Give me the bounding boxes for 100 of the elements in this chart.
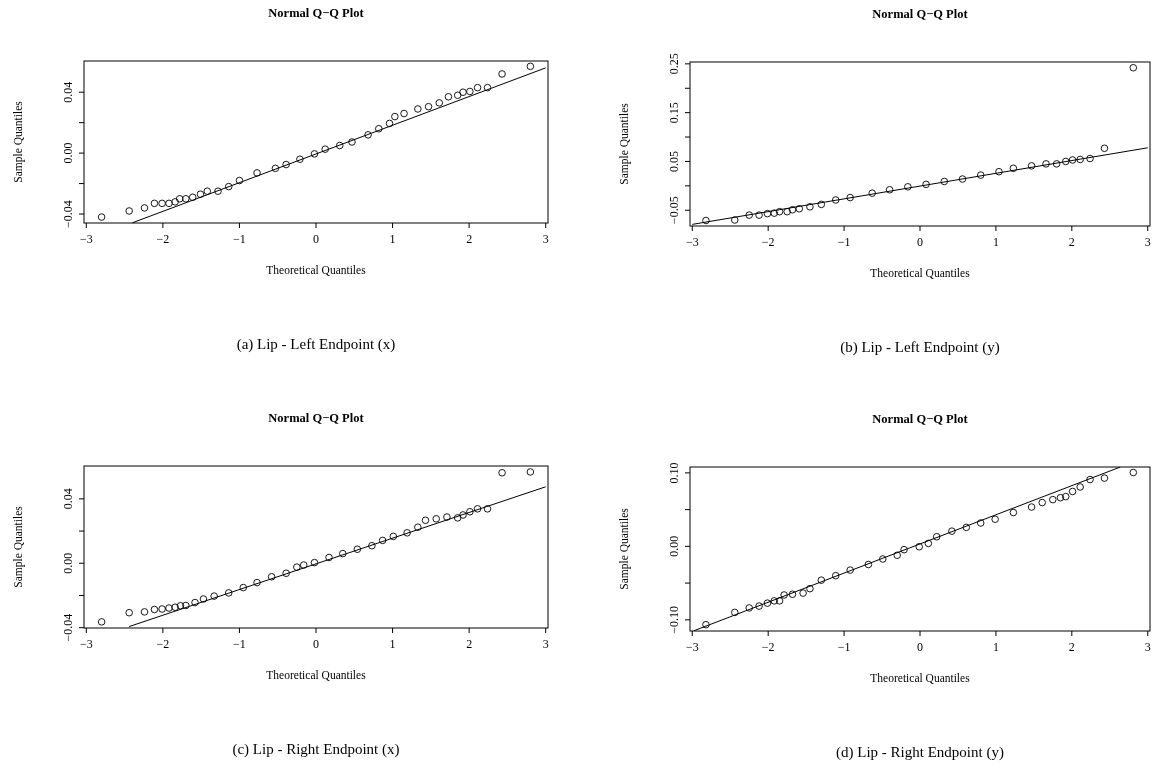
point [182,195,190,203]
point [745,604,753,612]
point [150,605,159,614]
point [271,164,280,173]
point [498,469,506,477]
point [962,523,971,532]
point [948,527,956,535]
x-tick-label: 3 [1144,235,1151,249]
x-tick-label: −1 [837,235,851,249]
point [235,176,244,185]
point [763,209,772,218]
point [831,196,840,204]
point [310,150,319,158]
x-tick-label: 1 [389,637,396,651]
point [731,216,739,224]
point [253,169,261,177]
text: (d) Lip - Right Endpoint (y) [836,744,1004,761]
point [868,189,876,197]
y-tick-label: −0.04 [61,613,75,642]
point [817,576,826,584]
point [731,608,739,617]
point [770,209,779,217]
text: (c) Lip - Right Endpoint (x) [232,741,400,758]
x-tick-label: 2 [1068,235,1075,249]
point [310,558,319,567]
point [745,211,753,219]
point [526,62,535,71]
point [210,592,218,600]
point [864,560,873,569]
point [995,167,1003,176]
point [224,589,233,597]
y-tick-label: 0.15 [667,102,681,124]
x-tick-label: 3 [1144,640,1151,654]
x-tick-label: −2 [761,640,775,654]
chart-title: Normal Q−Q Plot [872,412,969,426]
x-tick-label: −1 [233,637,246,651]
y-tick-label: 0.00 [61,552,75,574]
text: (b) Lip - Left Endpoint (y) [840,339,1000,356]
point [421,516,430,525]
point [806,203,814,211]
point [775,207,784,216]
x-tick-label: 0 [917,640,923,654]
x-tick-label: −1 [233,232,246,246]
point [932,532,941,541]
x-tick-label: −2 [761,235,775,249]
point [224,182,233,191]
point [1086,475,1094,484]
x-tick-label: −2 [156,232,170,246]
x-tick-label: −3 [685,235,699,249]
point [846,193,854,202]
point [400,109,408,118]
point [788,206,797,214]
point [378,536,387,545]
point [1100,144,1109,153]
point [483,83,492,92]
point [403,529,411,537]
point [922,180,930,189]
point [414,523,422,531]
point [97,213,106,221]
y-axis-title: Sample Quantiles [618,102,631,185]
point [424,102,433,111]
point [1068,156,1077,164]
point [900,545,908,554]
point [282,569,290,577]
point [940,177,949,186]
point [165,604,173,612]
point [780,591,788,599]
point [817,200,826,209]
point [125,207,133,215]
point [253,578,261,587]
point [165,199,173,208]
point [459,88,467,96]
point [140,204,149,212]
point [443,513,451,521]
x-axis-title: Theoretical Quantiles [266,669,367,681]
point [325,553,333,562]
point [158,199,166,208]
x-tick-label: 3 [542,232,549,246]
x-tick-label: 2 [466,232,473,246]
point [466,87,474,96]
y-axis-title: Sample Quantiles [12,100,25,183]
point [453,514,462,522]
point [188,193,197,202]
point [348,138,356,146]
point [702,620,710,629]
x-tick-label: −3 [79,232,93,246]
x-tick-label: 2 [1068,640,1075,654]
y-axis-title: Sample Quantiles [12,505,25,588]
point [788,590,797,599]
point [239,583,248,592]
x-tick-label: −3 [79,637,93,651]
point [150,199,159,208]
point [1076,155,1084,164]
y-tick-label: −0.05 [667,196,681,225]
x-tick-label: 0 [313,232,319,246]
point [459,511,467,519]
point [1100,474,1109,482]
x-tick-label: 3 [542,637,549,651]
y-tick-label: 0.05 [667,150,681,172]
point [196,190,205,198]
